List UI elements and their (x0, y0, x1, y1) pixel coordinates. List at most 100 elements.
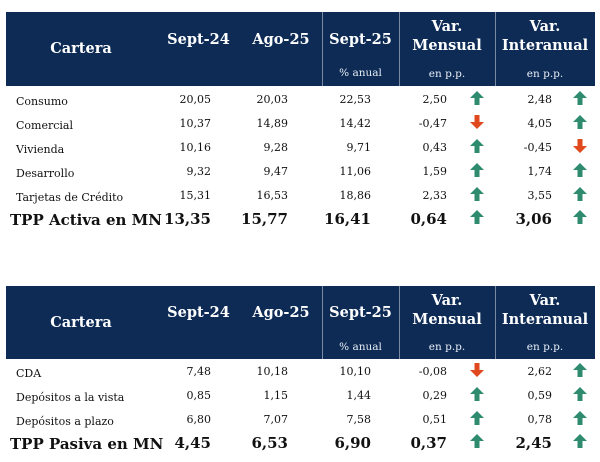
arrow-up-icon (573, 91, 587, 105)
value-var-interanual: -0,45 (523, 141, 552, 154)
arrow-up-icon (573, 163, 587, 177)
header-sub-anual: % anual (339, 67, 382, 79)
value-ago25: 9,47 (263, 165, 289, 178)
header-var-mensual-line1: Var. (431, 18, 463, 35)
header-var-interanual-line2: Interanual (501, 311, 589, 328)
value-sept25: 11,06 (339, 165, 372, 178)
header-var-mensual-line2: Mensual (412, 311, 482, 328)
total-var-interanual: 2,45 (515, 434, 552, 452)
header-cartera: Cartera (50, 314, 112, 331)
value-ago25: 14,89 (256, 117, 289, 130)
table-row: Comercial 10,37 14,89 14,42 -0,47 4,05 (6, 112, 595, 136)
active-rates-table: Cartera Sept-24 Ago-25 Sept-25 Var. Mens… (6, 12, 595, 234)
value-var-interanual: 0,78 (527, 413, 553, 426)
value-sept24: 15,31 (179, 189, 212, 202)
header-var-mensual-line2: Mensual (412, 37, 482, 54)
header-ago25: Ago-25 (252, 304, 310, 321)
arrow-up-icon (470, 187, 484, 201)
header-sept25: Sept-25 (329, 31, 392, 48)
value-sept24: 0,85 (186, 389, 212, 402)
row-label: Depósitos a la vista (16, 391, 125, 404)
arrow-up-icon (470, 411, 484, 425)
value-ago25: 16,53 (256, 189, 289, 202)
value-var-mensual: 1,59 (422, 165, 448, 178)
total-sept25: 6,90 (334, 434, 371, 452)
row-label: Vivienda (16, 143, 65, 156)
header-sept25: Sept-25 (329, 304, 392, 321)
arrow-up-icon (470, 434, 484, 448)
passive-rates-table: Cartera Sept-24 Ago-25 Sept-25 Var. Mens… (6, 286, 595, 458)
value-sept24: 9,32 (186, 165, 212, 178)
table-header: Cartera Sept-24 Ago-25 Sept-25 Var. Mens… (6, 12, 595, 86)
value-sept25: 7,58 (346, 413, 372, 426)
total-var-mensual: 0,37 (410, 434, 447, 452)
value-var-interanual: 2,48 (527, 93, 553, 106)
value-ago25: 1,15 (263, 389, 289, 402)
value-sept25: 9,71 (346, 141, 372, 154)
value-sept25: 10,10 (339, 365, 372, 378)
header-var-mensual-line1: Var. (431, 292, 463, 309)
table-header: Cartera Sept-24 Ago-25 Sept-25 Var. Mens… (6, 286, 595, 359)
total-row: TPP Activa en MN 13,35 15,77 16,41 0,64 … (6, 208, 595, 234)
value-var-interanual: 3,55 (527, 189, 553, 202)
arrow-up-icon (573, 363, 587, 377)
row-label: Tarjetas de Crédito (16, 191, 124, 204)
row-label: Depósitos a plazo (16, 415, 114, 428)
value-var-mensual: 0,51 (422, 413, 448, 426)
total-sept25: 16,41 (324, 210, 371, 228)
value-var-interanual: 2,62 (527, 365, 553, 378)
total-ago25: 6,53 (251, 434, 288, 452)
value-sept25: 14,42 (339, 117, 372, 130)
value-ago25: 9,28 (263, 141, 289, 154)
total-label: TPP Pasiva en MN (10, 435, 164, 453)
header-sub-pp-mensual: en p.p. (428, 68, 466, 80)
value-sept25: 22,53 (339, 93, 372, 106)
header-var-interanual-line2: Interanual (501, 37, 589, 54)
table-row: Tarjetas de Crédito 15,31 16,53 18,86 2,… (6, 184, 595, 208)
value-sept24: 6,80 (186, 413, 212, 426)
header-sub-pp-mensual: en p.p. (428, 341, 466, 353)
total-label: TPP Activa en MN (10, 211, 162, 229)
arrow-up-icon (573, 411, 587, 425)
arrow-up-icon (573, 115, 587, 129)
arrow-down-icon (470, 363, 484, 377)
header-sub-pp-interanual: en p.p. (526, 341, 564, 353)
arrow-up-icon (470, 91, 484, 105)
arrow-down-icon (470, 115, 484, 129)
arrow-up-icon (573, 187, 587, 201)
header-cartera: Cartera (50, 40, 112, 57)
value-sept24: 20,05 (179, 93, 212, 106)
value-sept24: 7,48 (186, 365, 212, 378)
value-var-mensual: 2,33 (422, 189, 448, 202)
value-var-mensual: 0,29 (422, 389, 448, 402)
table-row: Desarrollo 9,32 9,47 11,06 1,59 1,74 (6, 160, 595, 184)
value-sept25: 18,86 (339, 189, 372, 202)
table-row: Depósitos a la vista 0,85 1,15 1,44 0,29… (6, 384, 595, 408)
value-var-mensual: -0,47 (418, 117, 447, 130)
table-row: Depósitos a plazo 6,80 7,07 7,58 0,51 0,… (6, 408, 595, 432)
arrow-up-icon (573, 387, 587, 401)
header-sept24: Sept-24 (167, 31, 230, 48)
value-ago25: 10,18 (256, 365, 289, 378)
arrow-up-icon (573, 434, 587, 448)
value-var-mensual: -0,08 (418, 365, 447, 378)
total-sept24: 4,45 (174, 434, 211, 452)
total-var-mensual: 0,64 (410, 210, 447, 228)
header-sept24: Sept-24 (167, 304, 230, 321)
total-var-interanual: 3,06 (515, 210, 552, 228)
table-row: CDA 7,48 10,18 10,10 -0,08 2,62 (6, 360, 595, 384)
header-var-interanual-line1: Var. (529, 292, 561, 309)
row-label: Comercial (16, 119, 73, 132)
total-row: TPP Pasiva en MN 4,45 6,53 6,90 0,37 2,4… (6, 432, 595, 458)
total-sept24: 13,35 (164, 210, 211, 228)
arrow-up-icon (470, 163, 484, 177)
value-var-interanual: 4,05 (527, 117, 553, 130)
row-label: CDA (16, 367, 42, 380)
value-var-interanual: 0,59 (527, 389, 553, 402)
arrow-up-icon (470, 387, 484, 401)
value-ago25: 7,07 (263, 413, 289, 426)
row-label: Desarrollo (16, 167, 75, 180)
header-sub-anual: % anual (339, 341, 382, 353)
row-label: Consumo (16, 95, 68, 108)
value-sept24: 10,16 (179, 141, 212, 154)
